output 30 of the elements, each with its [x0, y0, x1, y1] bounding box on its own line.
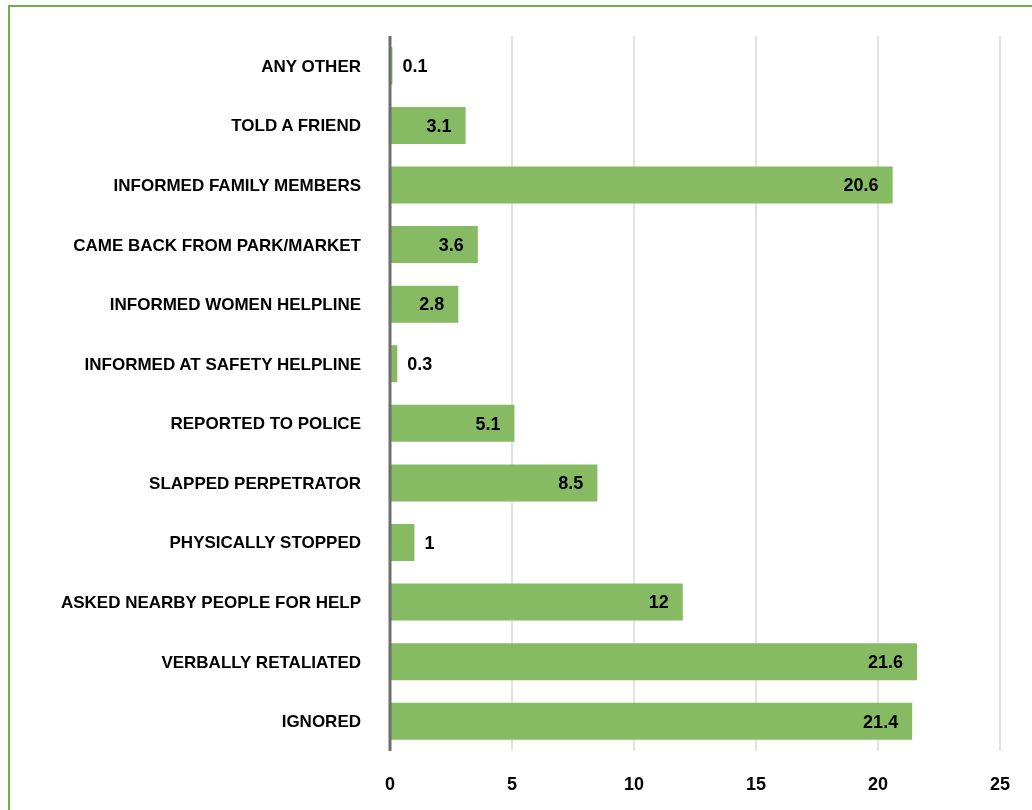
data-label: 0.1 — [402, 56, 428, 77]
y-tick-label: TOLD A FRIEND — [231, 116, 361, 136]
y-tick-label: SLAPPED PERPETRATOR — [149, 473, 361, 493]
y-tick-label: ANY OTHER — [261, 56, 361, 76]
data-label: 1 — [424, 532, 435, 553]
y-tick-label: ASKED NEARBY PEOPLE FOR HELP — [60, 593, 361, 613]
x-tick-label: 25 — [989, 773, 1011, 794]
x-tick-label: 15 — [745, 773, 767, 794]
x-tick-label: 20 — [867, 773, 889, 794]
data-label: 3.6 — [438, 234, 464, 255]
x-tick-label: 0 — [384, 773, 396, 794]
y-tick-label: CAME BACK FROM PARK/MARKET — [73, 235, 362, 255]
y-tick-label: INFORMED AT SAFETY HELPLINE — [84, 354, 361, 374]
data-label: 8.5 — [558, 473, 584, 494]
x-tick-label: 5 — [506, 773, 518, 794]
data-label: 2.8 — [419, 294, 445, 315]
data-label: 20.6 — [843, 175, 879, 196]
data-label: 21.4 — [863, 711, 899, 732]
x-tick-label: 10 — [623, 773, 645, 794]
y-tick-label: INFORMED WOMEN HELPLINE — [109, 295, 361, 315]
y-tick-label: IGNORED — [281, 712, 361, 732]
y-tick-label: VERBALLY RETALIATED — [161, 652, 361, 672]
data-label: 21.6 — [867, 651, 904, 672]
data-label: 5.1 — [475, 413, 501, 434]
y-tick-label: REPORTED TO POLICE — [170, 414, 361, 434]
y-tick-label: PHYSICALLY STOPPED — [169, 533, 361, 553]
y-tick-label: INFORMED FAMILY MEMBERS — [113, 175, 361, 195]
data-label: 12 — [648, 592, 669, 613]
data-label: 3.1 — [426, 115, 452, 136]
data-label: 0.3 — [407, 354, 433, 375]
